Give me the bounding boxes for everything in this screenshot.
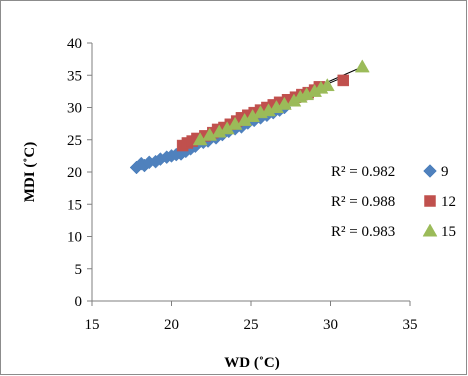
data-point-triangle [354,59,370,73]
data-point-triangle [319,78,335,92]
y-tick-label: 5 [75,262,83,278]
legend-r2-label: R² = 0.983 [331,224,395,240]
x-tick-label: 20 [164,317,179,333]
data-point-square [337,74,349,87]
data-points [129,59,370,175]
legend-marker-square [424,195,436,207]
x-tick-label: 15 [85,317,100,333]
y-tick-label: 10 [67,230,82,246]
legend-series-name: 9 [441,164,449,180]
y-tick-label: 25 [67,133,82,149]
y-tick-label: 20 [67,165,82,181]
data-point-triangle [227,116,243,130]
y-tick-label: 30 [67,101,82,117]
legend-series-name: 15 [441,224,456,240]
y-axis-label: MDI (˚C) [22,142,38,202]
series-15 [192,59,370,146]
y-tick-label: 35 [67,68,82,84]
axes: 0 5 10 15 20 25 30 35 40 15 20 25 30 35 [67,36,418,333]
y-tick-label: 40 [67,36,82,52]
legend-r2-label: R² = 0.988 [331,194,395,210]
legend-marker-triangle [422,223,438,237]
x-tick-label: 35 [403,317,418,333]
x-tick-label: 25 [244,317,259,333]
legend-marker-diamond [423,164,437,178]
x-axis-label: WD (˚C) [224,355,279,371]
legend-series-name: 12 [441,194,456,210]
y-tick-label: 15 [67,197,82,213]
legend: R² = 0.982 9 R² = 0.988 12 R² = 0.983 15 [331,164,456,240]
y-tick-label: 0 [75,294,83,310]
x-tick-label: 30 [323,317,338,333]
legend-r2-label: R² = 0.982 [331,164,395,180]
